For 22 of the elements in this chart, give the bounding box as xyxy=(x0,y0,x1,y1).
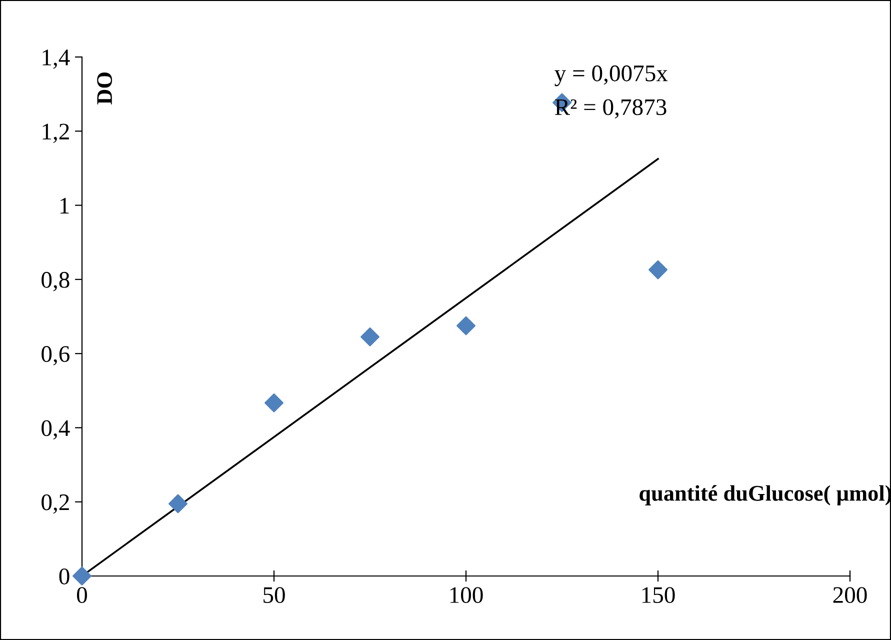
x-axis-title: quantité duGlucose( µmol) xyxy=(640,485,891,506)
y-tick-label: 1,4 xyxy=(42,50,70,69)
point xyxy=(72,566,92,586)
y-tick-label: 0,4 xyxy=(42,420,70,440)
y-tick-label: 0,8 xyxy=(42,272,70,292)
y-tick-label: 0 xyxy=(59,568,70,584)
annotation: y = 0,0075x xyxy=(554,65,668,86)
x-tick-label: 50 xyxy=(264,587,285,604)
y-tick-label: 1,2 xyxy=(42,124,69,143)
y-axis-title: DO xyxy=(97,72,112,104)
point xyxy=(360,327,380,346)
y-tick-label: 1 xyxy=(60,198,69,214)
x-tick-label: 100 xyxy=(450,587,483,604)
point xyxy=(264,393,284,412)
point xyxy=(648,260,668,280)
point xyxy=(456,316,476,336)
point xyxy=(168,494,188,514)
x-tick-label: 0 xyxy=(76,587,88,604)
x-tick-label: 150 xyxy=(642,587,675,604)
x-tick-label: 200 xyxy=(833,587,867,604)
y-tick-label: 0,6 xyxy=(42,346,70,366)
y-tick-label: 0,2 xyxy=(42,494,69,514)
